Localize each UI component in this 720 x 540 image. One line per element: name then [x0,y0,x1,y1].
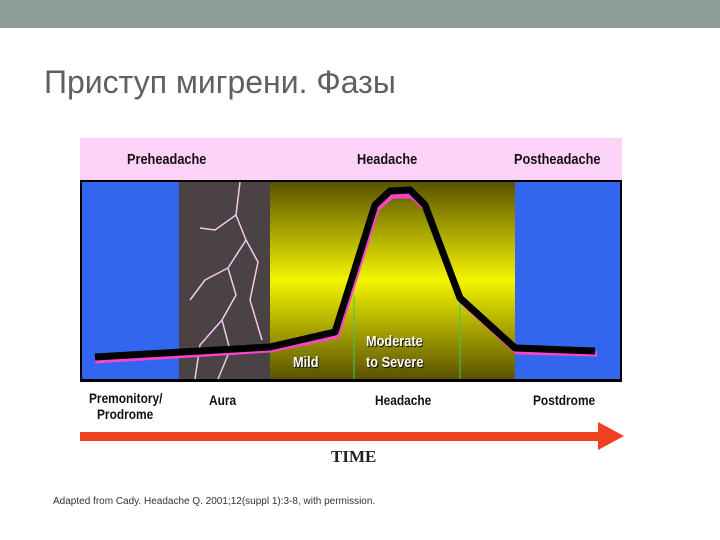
time-arrow-shaft [80,432,602,441]
preheadache-region [82,182,179,379]
phase-headache: Headache [357,151,418,168]
headache-region [270,182,515,379]
time-axis-label: TIME [331,447,377,466]
stage-headache: Headache [375,392,432,408]
header-band [80,138,622,180]
lightning-icon [189,181,263,380]
top-bar [0,0,720,28]
time-arrow-head [598,422,624,450]
phase-postheadache: Postheadache [514,151,601,168]
stage-aura: Aura [209,392,237,408]
phase-preheadache: Preheadache [127,151,207,168]
citation: Adapted from Cady. Headache Q. 2001;12(s… [53,496,376,507]
stage-prodrome-line1: Premonitory/ [89,390,163,406]
stage-postdrome: Postdrome [533,392,596,408]
severe-label: to Severe [366,354,424,371]
slide-title: Приступ мигрени. Фазы [44,64,396,100]
moderate-label: Moderate [366,333,423,350]
pain-curve [94,186,596,361]
stage-prodrome-line2: Prodrome [97,406,154,422]
mild-label: Mild [293,354,319,371]
